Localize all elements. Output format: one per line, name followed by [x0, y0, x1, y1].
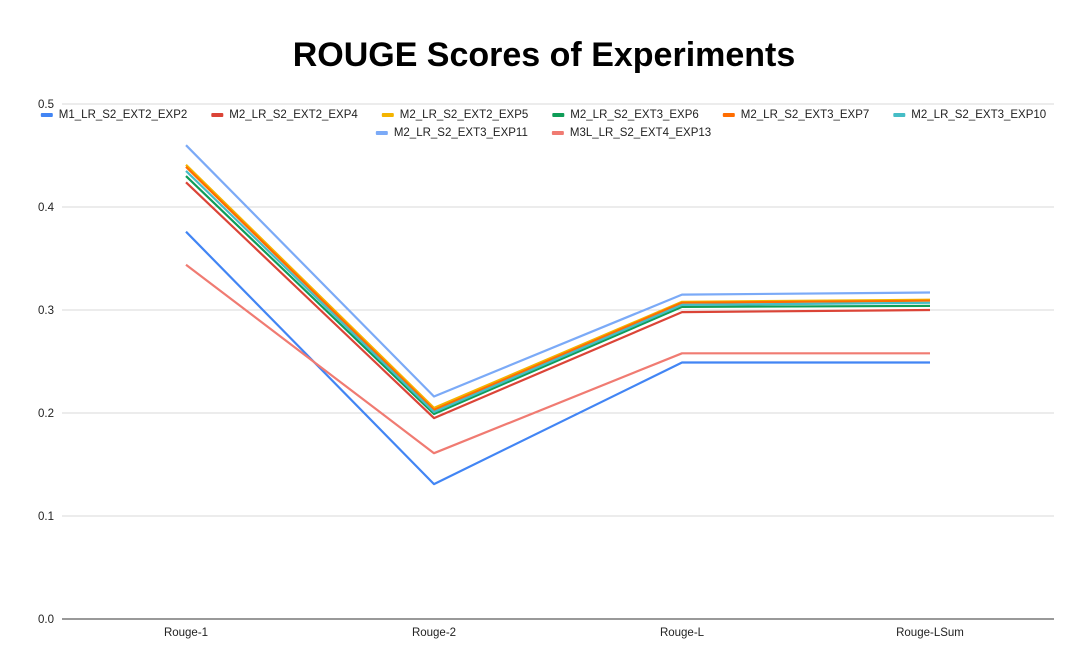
legend-swatch — [41, 113, 53, 117]
legend-label: M1_LR_S2_EXT2_EXP2 — [59, 109, 188, 121]
y-tick-label: 0.3 — [38, 305, 54, 317]
y-tick-label: 0.0 — [38, 614, 54, 626]
legend-swatch — [893, 113, 905, 117]
y-axis-ticks: 0.0 0.1 0.2 0.3 0.4 0.5 — [38, 99, 55, 626]
legend-label: M2_LR_S2_EXT2_EXP4 — [229, 109, 358, 121]
y-tick-label: 0.2 — [38, 408, 54, 420]
legend-label: M2_LR_S2_EXT2_EXP5 — [400, 109, 529, 121]
series-line — [186, 165, 930, 408]
legend-swatch — [552, 113, 564, 117]
legend-swatch — [382, 113, 394, 117]
x-axis-ticks: Rouge-1 Rouge-2 Rouge-L Rouge-LSum — [164, 627, 964, 639]
y-tick-label: 0.5 — [38, 99, 54, 111]
legend-label: M2_LR_S2_EXT3_EXP6 — [570, 109, 699, 121]
legend-swatch — [211, 113, 223, 117]
legend: M1_LR_S2_EXT2_EXP2 M2_LR_S2_EXT2_EXP4 M2_L… — [41, 109, 1046, 139]
x-tick-label: Rouge-1 — [164, 627, 208, 639]
y-tick-label: 0.4 — [38, 202, 55, 214]
legend-swatch — [376, 131, 388, 135]
y-tick-label: 0.1 — [38, 511, 54, 523]
legend-label: M2_LR_S2_EXT3_EXP10 — [911, 109, 1046, 121]
series-line — [186, 176, 930, 414]
legend-label: M2_LR_S2_EXT3_EXP7 — [741, 109, 870, 121]
x-tick-label: Rouge-2 — [412, 627, 456, 639]
legend-swatch — [723, 113, 735, 117]
x-tick-label: Rouge-L — [660, 627, 705, 639]
legend-label: M3L_LR_S2_EXT4_EXP13 — [570, 127, 711, 139]
x-tick-label: Rouge-LSum — [896, 627, 964, 639]
legend-label: M2_LR_S2_EXT3_EXP11 — [394, 127, 528, 139]
series-lines — [186, 145, 930, 484]
chart-title: ROUGE Scores of Experiments — [293, 36, 796, 74]
legend-swatch — [552, 131, 564, 135]
